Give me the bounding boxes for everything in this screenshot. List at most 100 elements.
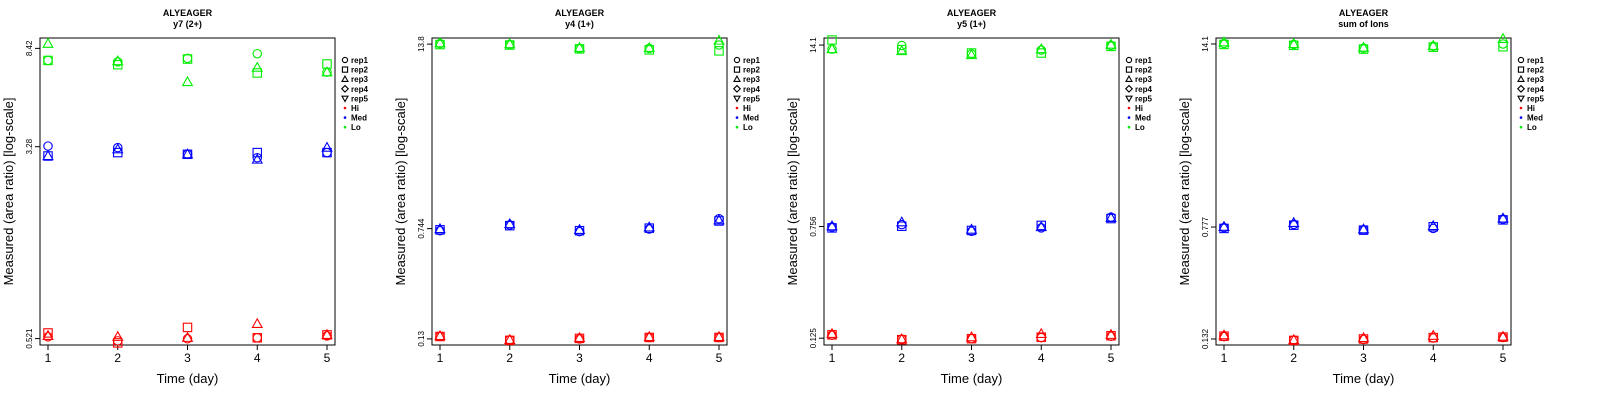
legend-label: Med	[743, 114, 759, 123]
legend-label: rep2	[351, 66, 368, 75]
data-point-med-rep3	[965, 223, 978, 234]
data-point-med-rep3	[1035, 220, 1048, 232]
data-point-hi-rep2	[644, 332, 654, 343]
data-point-med-rep3	[1427, 219, 1440, 231]
data-point-lo-rep1	[252, 48, 263, 59]
data-point-med-rep3	[42, 149, 54, 161]
data-point-med-rep2	[1428, 222, 1439, 232]
legend-label: rep4	[351, 85, 368, 94]
x-tick-label: 4	[1038, 351, 1045, 365]
legend-marker-rep4	[732, 84, 742, 93]
legend-marker-med	[735, 116, 739, 119]
legend-label: rep2	[743, 66, 760, 75]
data-point-hi-rep1	[1358, 334, 1369, 345]
data-point-hi-rep2	[1289, 335, 1299, 346]
x-tick-label: 1	[437, 351, 444, 365]
data-point-med-rep1	[43, 141, 53, 151]
data-point-hi-rep3	[895, 333, 908, 344]
data-point-med-rep3	[826, 220, 838, 231]
data-point-lo-rep3	[1427, 39, 1440, 50]
data-point-med-rep3	[643, 221, 656, 232]
y-tick-label: 0.521	[25, 328, 34, 349]
legend-marker-rep5	[1517, 95, 1525, 103]
legend-label: rep3	[743, 75, 760, 84]
chart-title: ALYEAGER	[163, 8, 213, 18]
data-point-med-rep3	[1287, 216, 1300, 227]
data-point-hi-rep3	[713, 330, 725, 342]
data-point-med-rep2	[644, 223, 654, 233]
data-point-lo-rep3	[1287, 37, 1300, 49]
x-tick-label: 2	[114, 351, 121, 365]
data-point-hi-rep3	[1357, 331, 1370, 343]
data-point-hi-rep1	[252, 333, 263, 343]
data-point-lo-rep3	[713, 34, 725, 45]
data-point-lo-rep1	[714, 40, 724, 50]
data-point-lo-rep3	[1357, 41, 1370, 52]
legend-marker-med	[343, 116, 347, 119]
chart-title: ALYEAGER	[1339, 8, 1389, 18]
plot-frame	[431, 37, 728, 346]
legend-marker-rep3	[341, 74, 349, 82]
data-point-hi-rep2	[1106, 331, 1116, 341]
legend-marker-lo	[1127, 125, 1131, 129]
x-tick-label: 4	[646, 351, 653, 365]
data-point-hi-rep1	[182, 334, 193, 344]
data-point-lo-rep3	[895, 44, 908, 56]
legend-marker-rep4	[340, 84, 350, 93]
legend-label: rep1	[1135, 56, 1152, 65]
legend-marker-lo	[343, 125, 347, 129]
x-tick-label: 1	[829, 351, 836, 365]
legend-label: Hi	[1527, 104, 1535, 113]
y-axis-label: Measured (area ratio) [log-scale]	[393, 98, 408, 286]
y-tick-label: 3.28	[25, 138, 34, 154]
x-tick-label: 3	[576, 351, 583, 365]
x-tick-label: 3	[1360, 351, 1367, 365]
data-point-lo-rep3	[1105, 38, 1117, 49]
data-point-hi-rep3	[643, 330, 656, 342]
legend-marker-rep3	[733, 74, 741, 82]
legend-label: rep1	[743, 56, 760, 65]
y-tick-label: 0.744	[417, 218, 426, 239]
data-point-hi-rep3	[42, 329, 54, 340]
legend-label: rep3	[1527, 75, 1544, 84]
legend-label: rep4	[743, 85, 760, 94]
chart-subtitle: sum of Ions	[1338, 19, 1389, 29]
data-point-lo-rep3	[42, 37, 54, 48]
legend-label: Med	[351, 114, 367, 123]
data-point-lo-rep1	[1498, 39, 1508, 49]
legend-label: Hi	[1135, 104, 1143, 113]
legend-marker-rep2	[1517, 66, 1525, 73]
x-tick-label: 3	[184, 351, 191, 365]
legend-marker-rep1	[1517, 56, 1525, 64]
data-point-med-rep3	[1497, 212, 1509, 223]
legend-label: rep5	[351, 94, 368, 103]
data-point-lo-rep3	[251, 61, 264, 72]
data-point-lo-rep3	[434, 37, 446, 48]
data-point-hi-rep2	[827, 330, 837, 340]
legend-marker-rep5	[341, 95, 349, 103]
data-point-lo-rep3	[826, 42, 838, 54]
legend-label: Med	[1527, 114, 1543, 123]
legend-marker-hi	[1519, 106, 1523, 110]
data-point-hi-rep2	[1498, 332, 1508, 342]
data-point-hi-rep3	[965, 331, 978, 342]
x-tick-label: 5	[716, 351, 723, 365]
x-tick-label: 5	[1108, 351, 1115, 365]
data-point-med-rep3	[573, 223, 586, 234]
legend-label: Hi	[743, 104, 751, 113]
legend-marker-lo	[735, 125, 739, 129]
data-point-hi-rep2	[1358, 334, 1369, 344]
data-point-hi-rep3	[321, 328, 333, 339]
data-point-med-rep3	[434, 222, 446, 234]
legend-marker-rep2	[733, 66, 741, 73]
legend-marker-hi	[1127, 106, 1131, 110]
plot-frame	[39, 37, 336, 346]
y-tick-label: 0.777	[1201, 216, 1210, 237]
data-point-med-rep3	[503, 217, 516, 229]
legend-label: rep3	[351, 75, 368, 84]
data-point-hi-rep2	[504, 335, 515, 346]
x-axis-label: Time (day)	[157, 371, 219, 386]
x-tick-label: 3	[968, 351, 975, 365]
data-point-med-rep2	[1106, 213, 1116, 224]
